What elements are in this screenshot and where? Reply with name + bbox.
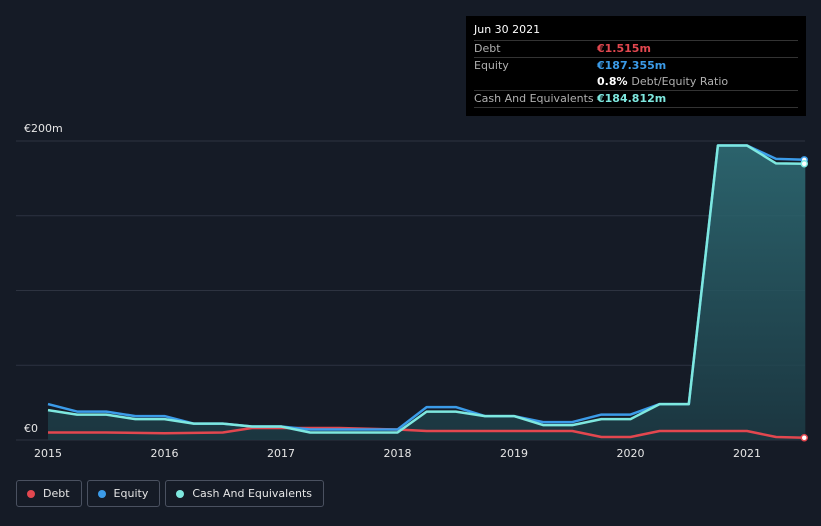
series-lines — [47, 144, 806, 440]
legend-item-cash[interactable]: Cash And Equivalents — [165, 480, 324, 507]
tooltip-debt-row: Debt €1.515m — [474, 41, 798, 58]
legend-item-debt[interactable]: Debt — [16, 480, 82, 507]
tooltip-ratio-row: 0.8% Debt/Equity Ratio — [474, 74, 798, 91]
y-tick-label: €200m — [24, 122, 63, 135]
x-tick-label: 2017 — [267, 447, 295, 460]
y-tick-label: €0 — [24, 422, 38, 435]
tooltip-debt-value: €1.515m — [597, 42, 651, 55]
tooltip-equity-label: Equity — [474, 59, 509, 72]
cash-line — [47, 144, 806, 434]
x-tick-label: 2021 — [733, 447, 761, 460]
legend: Debt Equity Cash And Equivalents — [16, 480, 324, 507]
tooltip-ratio-label: Debt/Equity Ratio — [631, 75, 729, 88]
legend-item-equity[interactable]: Equity — [86, 480, 161, 507]
debt-end-marker — [800, 434, 808, 442]
cash-end-marker — [800, 159, 808, 168]
x-tick-label: 2018 — [384, 447, 412, 460]
tooltip: Jun 30 2021 Debt €1.515m Equity €187.355… — [466, 16, 806, 116]
legend-cash-label: Cash And Equivalents — [192, 487, 312, 500]
tooltip-equity-row: Equity €187.355m — [474, 58, 798, 74]
end-markers — [800, 156, 808, 442]
axis-labels: €0 €200m 2015 2016 2017 2018 2019 2020 2021 — [24, 122, 761, 460]
x-tick-label: 2019 — [500, 447, 528, 460]
cash-area — [48, 145, 806, 440]
equity-dot-icon — [97, 489, 106, 498]
tooltip-date: Jun 30 2021 — [474, 23, 798, 41]
debt-line — [48, 426, 806, 440]
tooltip-ratio-value: 0.8% — [597, 75, 628, 88]
tooltip-debt-label: Debt — [474, 42, 501, 55]
cash-area-fill — [48, 145, 806, 440]
tooltip-equity-value: €187.355m — [597, 59, 667, 72]
x-tick-label: 2016 — [151, 447, 179, 460]
legend-equity-label: Equity — [113, 487, 149, 500]
tooltip-cash-label: Cash And Equivalents — [474, 92, 594, 105]
debt-dot-icon — [27, 489, 35, 498]
tooltip-cash-value: €184.812m — [597, 92, 667, 105]
grid-lines — [16, 140, 805, 441]
cash-dot-icon — [176, 489, 185, 498]
legend-debt-label: Debt — [43, 487, 70, 500]
x-tick-label: 2020 — [617, 447, 645, 460]
tooltip-ratio: 0.8% Debt/Equity Ratio — [597, 74, 728, 90]
tooltip-cash-row: Cash And Equivalents €184.812m — [474, 91, 798, 108]
x-tick-label: 2015 — [34, 447, 62, 460]
